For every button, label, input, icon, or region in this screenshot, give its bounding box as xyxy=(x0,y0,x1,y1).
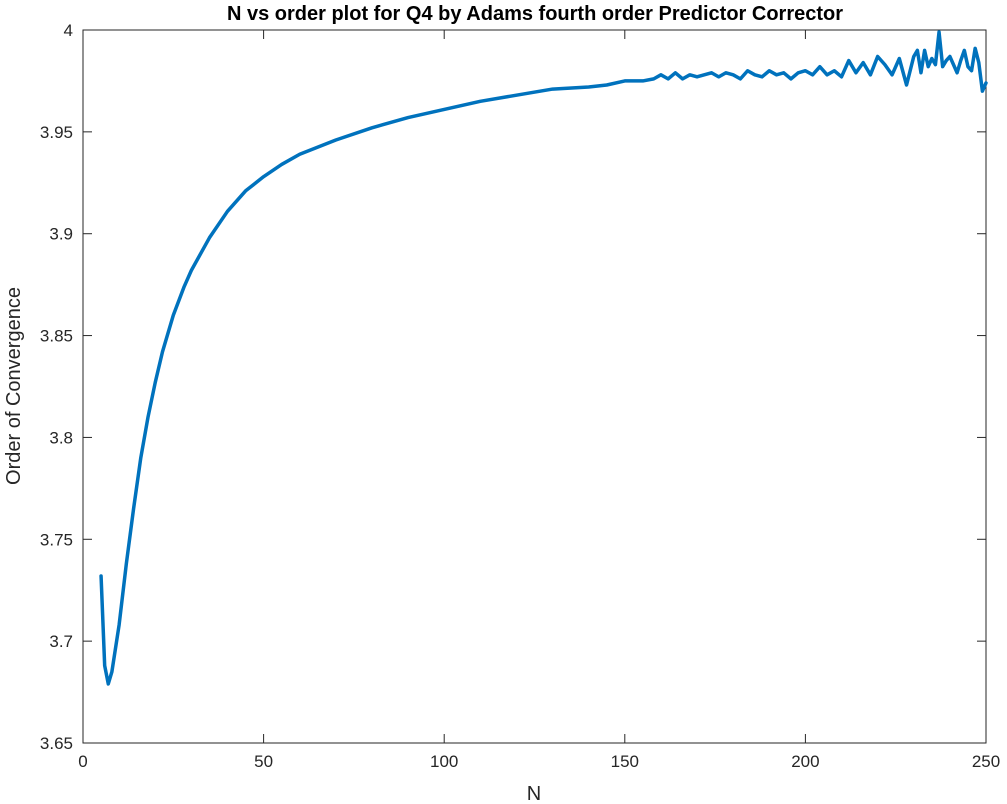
axis-ticks xyxy=(82,29,987,744)
series-line xyxy=(99,30,988,686)
y-tick-label: 3.8 xyxy=(49,428,73,447)
y-tick-label: 3.95 xyxy=(40,123,73,142)
x-axis-label: N xyxy=(527,783,541,804)
x-tick-label: 150 xyxy=(611,752,639,771)
x-tick-label: 250 xyxy=(972,752,1000,771)
y-tick-label: 3.75 xyxy=(40,530,73,549)
chart-title: N vs order plot for Q4 by Adams fourth o… xyxy=(227,3,843,25)
y-tick-label: 3.7 xyxy=(49,632,73,651)
x-tick-label: 100 xyxy=(430,752,458,771)
y-tick-label: 3.9 xyxy=(49,225,73,244)
x-tick-label: 0 xyxy=(78,752,87,771)
y-tick-label: 3.85 xyxy=(40,327,73,346)
y-axis-label: Order of Convergence xyxy=(3,287,25,485)
x-tick-label: 200 xyxy=(791,752,819,771)
x-tick-label: 50 xyxy=(254,752,273,771)
y-tick-label: 3.65 xyxy=(40,734,73,753)
plot-area xyxy=(82,29,987,744)
tick-labels: 0 50 100 150 200 250 3.65 3.7 3.75 3.8 3.85 3.9 3.95… xyxy=(40,21,1000,771)
y-tick-label: 4 xyxy=(64,21,73,40)
